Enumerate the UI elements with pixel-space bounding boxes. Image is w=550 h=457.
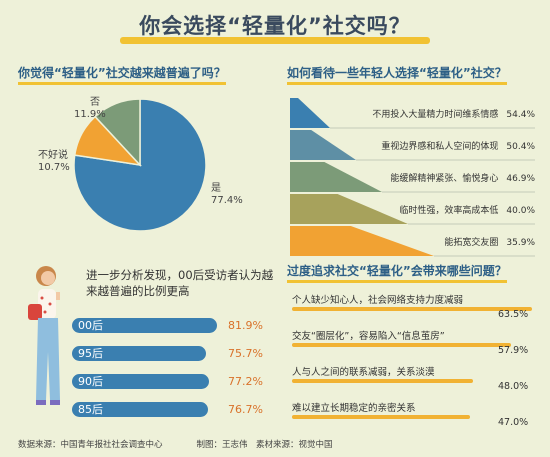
age-bar-label-1: 95后 [78, 347, 103, 360]
pie-label-yes-name: 是 [211, 183, 221, 194]
pie-label-no-name: 否 [90, 97, 100, 108]
funnel-label-4: 能拓宽交友圈 35.9% [444, 235, 535, 248]
funnel-category-0: 不用投入大量精力时间维系情感 [372, 110, 499, 120]
funnel-category-2: 能缓解精神紧张、愉悦身心 [390, 174, 499, 184]
funnel-value-3: 40.0% [506, 206, 535, 216]
problem-value-2: 48.0% [498, 381, 529, 392]
problem-value-3: 47.0% [498, 417, 529, 428]
title-underline [120, 37, 430, 44]
age-bar-2 [72, 374, 209, 389]
funnel-category-3: 临时性强，效率高成本低 [399, 206, 499, 216]
funnel-label-3: 临时性强，效率高成本低 40.0% [399, 203, 535, 216]
funnel-value-1: 50.4% [506, 142, 535, 152]
age-bar-value-1: 75.7% [228, 347, 263, 360]
age-chart-title: 进一步分析发现，00后受访者认为越来越普遍的比例更高 [86, 268, 274, 298]
woman-illustration [28, 266, 60, 405]
problem-bar-1 [292, 343, 511, 347]
pie-label-unsure-value: 10.7% [38, 162, 70, 173]
funnel-category-4: 能拓宽交友圈 [444, 238, 499, 248]
age-bar-label-0: 00后 [78, 319, 103, 332]
funnel-segment-1 [290, 130, 356, 160]
funnel-segment-4 [290, 226, 434, 256]
pie-label-no: 否 11.9% [74, 97, 106, 121]
funnel-category-1: 重视边界感和私人空间的体现 [381, 142, 499, 152]
age-bar-value-0: 81.9% [228, 319, 263, 332]
problem-bar-2 [292, 379, 474, 383]
problem-chart-title: 过度追求社交“轻量化”会带来哪些问题？ [287, 262, 507, 283]
age-bar-label-2: 90后 [78, 375, 103, 388]
page-title: 你会选择“轻量化”社交吗？ [139, 14, 411, 38]
problem-value-1: 57.9% [498, 345, 529, 356]
age-bar-value-2: 77.2% [228, 375, 263, 388]
pie-label-yes-value: 77.4% [211, 195, 243, 206]
funnel-value-2: 46.9% [506, 174, 535, 184]
age-bar-0 [72, 318, 217, 333]
pie-label-no-value: 11.9% [74, 109, 106, 120]
age-bar-3 [72, 402, 208, 417]
funnel-value-0: 54.4% [506, 110, 535, 120]
funnel-label-0: 不用投入大量精力时间维系情感 54.4% [372, 107, 535, 120]
problem-bar-0 [292, 307, 532, 311]
problem-bar-3 [292, 415, 470, 419]
age-bar-1 [72, 346, 207, 361]
funnel-value-4: 35.9% [506, 238, 535, 248]
problem-label-2: 人与人之间的联系减弱，关系淡漠 [292, 367, 435, 378]
funnel-label-2: 能缓解精神紧张、愉悦身心 46.9% [390, 171, 535, 184]
age-bar-value-3: 76.7% [228, 403, 263, 416]
pie-chart-title: 你觉得“轻量化”社交越来越普遍了吗？ [18, 64, 226, 85]
problem-value-0: 63.5% [498, 309, 529, 320]
funnel-segment-2 [290, 162, 382, 192]
problem-label-0: 个人缺少知心人，社会网络支持力度减弱 [292, 295, 464, 306]
footer-source: 数据来源：中国青年报社社会调查中心 制图：王志伟 素材来源：视觉中国 [18, 440, 333, 450]
problem-label-3: 难以建立长期稳定的亲密关系 [292, 403, 416, 414]
pie-label-yes: 是 77.4% [211, 183, 243, 207]
age-bar-label-3: 85后 [78, 403, 103, 416]
funnel-chart-title: 如何看待一些年轻人选择“轻量化”社交？ [287, 64, 507, 85]
pie-label-unsure: 不好说 10.7% [38, 150, 70, 174]
pie-slice-2 [94, 98, 141, 167]
problem-label-1: 交友“圈层化”，容易陷入“信息茧房” [292, 331, 445, 342]
pie-label-unsure-name: 不好说 [38, 150, 68, 161]
funnel-label-1: 重视边界感和私人空间的体现 50.4% [381, 139, 535, 152]
funnel-segment-0 [290, 98, 330, 128]
funnel-segment-3 [290, 194, 408, 224]
